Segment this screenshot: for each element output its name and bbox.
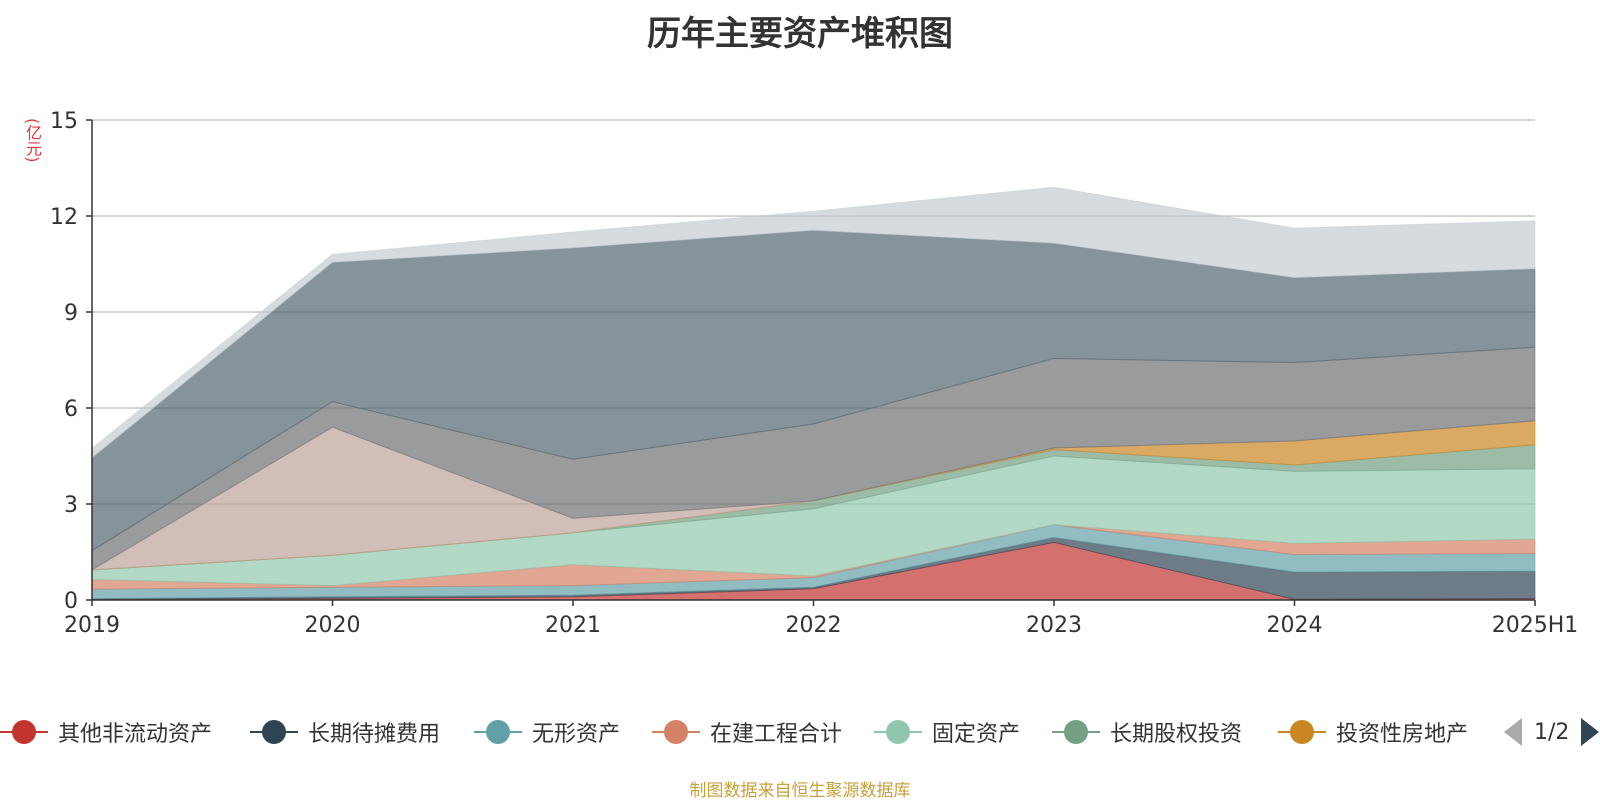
x-tick-label: 2020 bbox=[305, 613, 361, 638]
legend-label: 无形资产 bbox=[532, 722, 621, 747]
x-tick-label: 2022 bbox=[786, 613, 842, 638]
chart-title: 历年主要资产堆积图 bbox=[647, 14, 953, 54]
legend-label: 长期股权投资 bbox=[1110, 722, 1243, 747]
legend-prev-page-icon[interactable] bbox=[1504, 718, 1522, 746]
legend-label: 其他非流动资产 bbox=[58, 722, 213, 747]
legend-label: 长期待摊费用 bbox=[308, 722, 441, 747]
axes: 0 3 6 9 12 15 2019 2020 2021 2022 2023 2024 2025H1 bbox=[50, 109, 1578, 638]
x-tick-label: 2021 bbox=[545, 613, 601, 638]
legend-marker-icon bbox=[874, 717, 922, 747]
legend-item[interactable]: 长期股权投资 bbox=[1052, 712, 1242, 752]
legend-marker-icon bbox=[250, 717, 298, 747]
x-tick-label: 2019 bbox=[64, 613, 120, 638]
legend-item[interactable]: 在建工程合计 bbox=[652, 712, 842, 752]
y-tick-label: 9 bbox=[64, 301, 78, 326]
area-series bbox=[91, 186, 1536, 601]
legend-marker-icon bbox=[0, 717, 48, 747]
y-tick-label: 6 bbox=[64, 397, 78, 422]
legend-item[interactable]: 长期待摊费用 bbox=[250, 712, 440, 752]
data-source-note: 制图数据来自恒生聚源数据库 bbox=[689, 781, 911, 801]
legend: 其他非流动资产 长期待摊费用 无形资产 在建工程合计 固定资产 长期股权投资 投资性房地产 bbox=[0, 712, 1600, 752]
x-tick-label: 2025H1 bbox=[1492, 613, 1579, 638]
legend-label: 在建工程合计 bbox=[710, 722, 843, 747]
y-axis-unit-label: (亿元) bbox=[23, 118, 42, 163]
legend-next-page-icon[interactable] bbox=[1581, 718, 1600, 746]
y-tick-label: 3 bbox=[64, 493, 78, 518]
area-series-10 bbox=[91, 186, 1536, 459]
legend-item[interactable]: 固定资产 bbox=[874, 712, 1020, 752]
legend-item[interactable]: 其他非流动资产 bbox=[0, 712, 212, 752]
legend-item[interactable]: 投资性房地产 bbox=[1278, 712, 1468, 752]
x-tick-label: 2024 bbox=[1267, 613, 1323, 638]
x-tick-label: 2023 bbox=[1026, 613, 1082, 638]
legend-marker-icon bbox=[1052, 717, 1100, 747]
legend-marker-icon bbox=[1278, 717, 1326, 747]
y-tick-label: 0 bbox=[64, 589, 78, 614]
legend-label: 固定资产 bbox=[932, 722, 1021, 747]
legend-marker-icon bbox=[652, 717, 700, 747]
legend-label: 投资性房地产 bbox=[1336, 722, 1469, 747]
y-tick-label: 15 bbox=[50, 109, 78, 134]
legend-pager: 1/2 bbox=[1504, 712, 1600, 752]
legend-page-indicator: 1/2 bbox=[1534, 719, 1570, 745]
stacked-area-chart: 0 3 6 9 12 15 2019 2020 2021 2022 2023 2024 2025H1 bbox=[50, 109, 1578, 638]
legend-item[interactable]: 无形资产 bbox=[474, 712, 620, 752]
y-tick-label: 12 bbox=[50, 205, 78, 230]
legend-marker-icon bbox=[474, 717, 522, 747]
